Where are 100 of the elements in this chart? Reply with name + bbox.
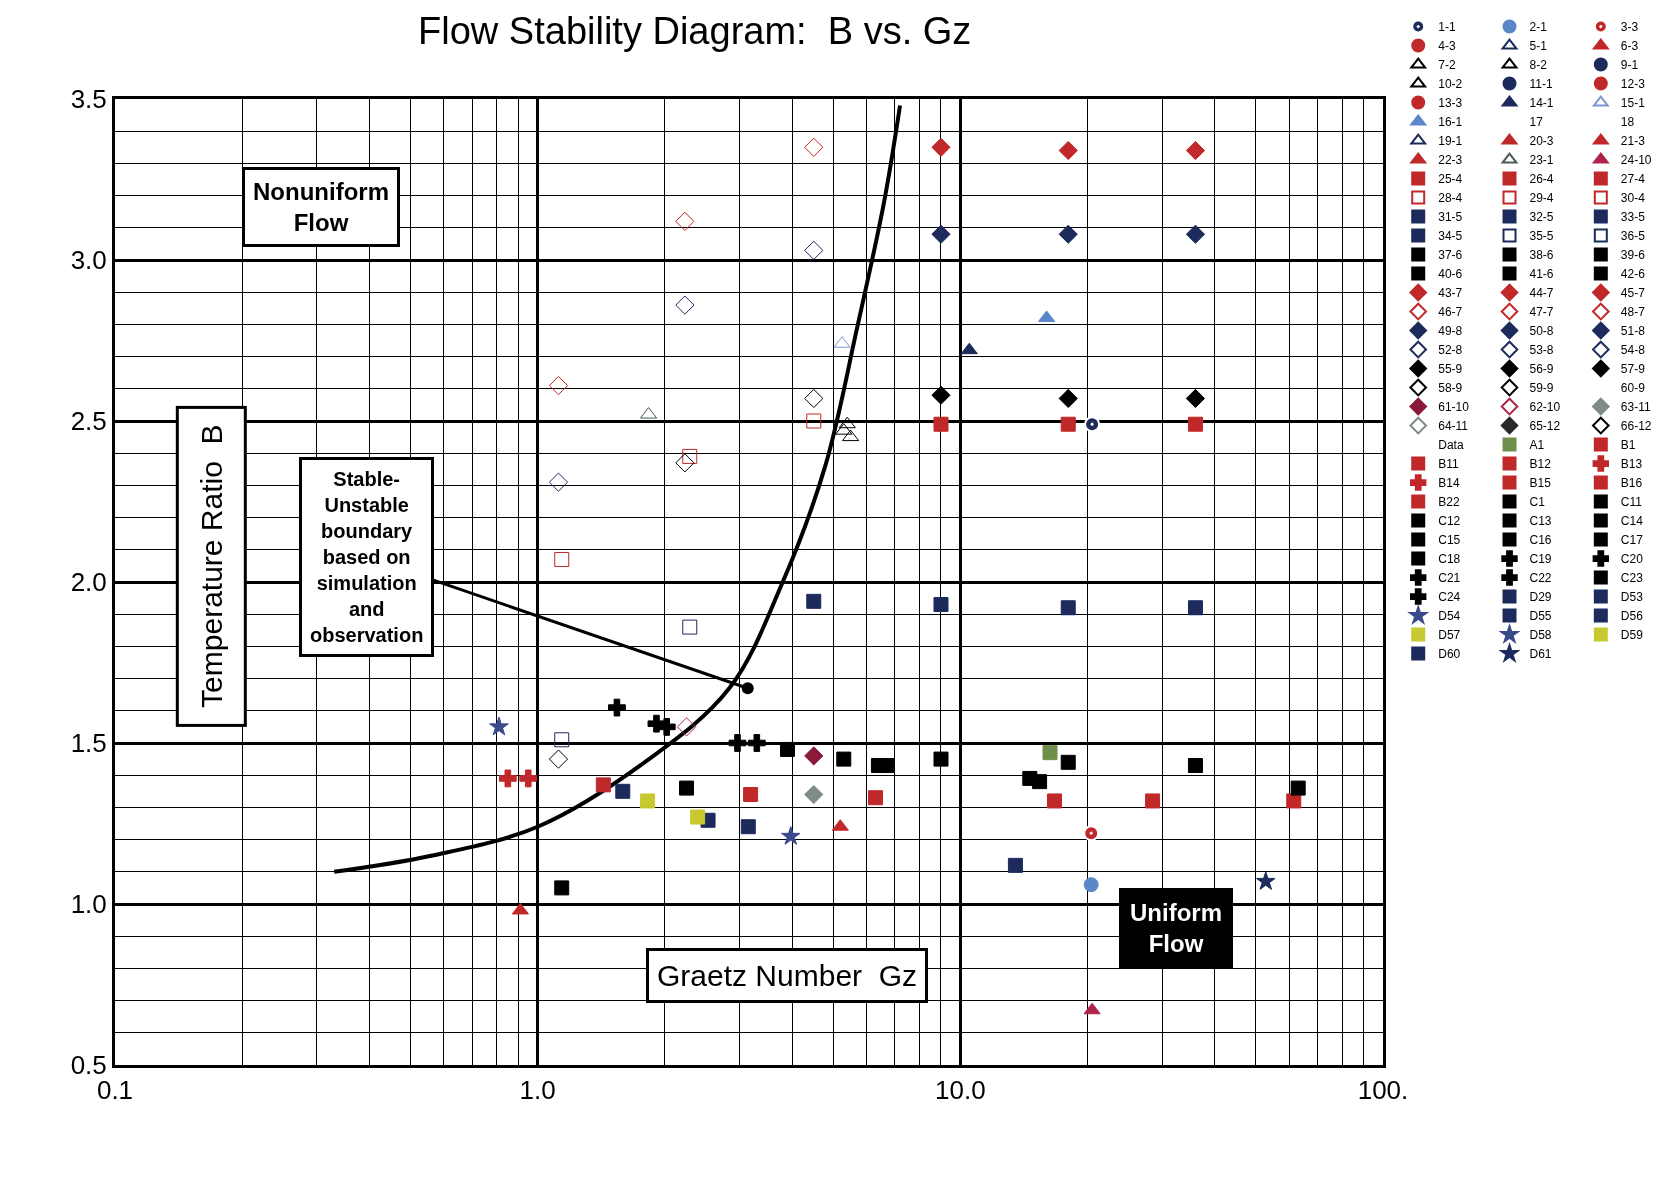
legend-label: 44-7: [1529, 286, 1554, 301]
legend-label: 28-4: [1438, 191, 1463, 206]
legend-label: 57-9: [1620, 362, 1646, 377]
legend-label: C18: [1438, 552, 1461, 567]
legend-label: B1: [1620, 438, 1636, 453]
legend-label: 51-8: [1620, 324, 1646, 339]
legend-label: C12: [1438, 514, 1461, 529]
chart-title: Flow Stability Diagram: B vs. Gz: [418, 10, 972, 53]
legend-label: 29-4: [1529, 191, 1554, 206]
legend-label: B11: [1438, 457, 1459, 472]
legend-label: 10-2: [1438, 77, 1463, 92]
legend-label: 41-6: [1529, 267, 1554, 282]
legend-label: 52-8: [1438, 343, 1463, 358]
y-tick-label: 2.5: [70, 406, 107, 437]
legend-label: 35-5: [1529, 229, 1554, 244]
y-axis-title: Temperature Ratio B: [194, 424, 228, 708]
legend-label: 7-2: [1438, 58, 1456, 73]
legend-label: 48-7: [1620, 305, 1646, 320]
legend-label: 31-5: [1438, 210, 1463, 225]
legend-label: 56-9: [1529, 362, 1554, 377]
legend-label: A1: [1529, 438, 1545, 453]
legend-label: 37-6: [1438, 248, 1463, 263]
annotation: Stable- Unstable boundary based on simulation and observation: [310, 468, 424, 646]
legend-label: C1: [1529, 495, 1546, 510]
legend-label: 14-1: [1529, 96, 1554, 111]
legend-label: B14: [1438, 476, 1460, 491]
legend-label: 66-12: [1620, 419, 1652, 434]
legend-label: C19: [1529, 552, 1552, 567]
legend-label: D61: [1529, 647, 1552, 662]
legend-label: B22: [1438, 495, 1460, 510]
legend-label: 58-9: [1438, 381, 1463, 396]
legend-label: 12-3: [1620, 77, 1646, 92]
legend-label: B13: [1620, 457, 1643, 472]
x-axis-title: Graetz Number Gz: [657, 959, 918, 992]
legend-label: D59: [1620, 628, 1644, 643]
legend-label: 11-1: [1529, 77, 1553, 92]
legend-label: 5-1: [1529, 39, 1548, 54]
legend-label: B16: [1620, 476, 1643, 491]
legend-label: 24-10: [1620, 153, 1652, 168]
legend-label: 65-12: [1529, 419, 1561, 434]
legend-label: 45-7: [1620, 286, 1646, 301]
legend-label: 40-6: [1438, 267, 1463, 282]
legend-label: 17: [1529, 115, 1544, 130]
legend-label: C11: [1620, 495, 1643, 510]
legend-label: 25-4: [1438, 172, 1463, 187]
legend-label: 26-4: [1529, 172, 1554, 187]
y-tick-label: 3.0: [70, 245, 107, 276]
legend-label: 23-1: [1529, 153, 1554, 168]
legend-label: 18: [1620, 115, 1635, 130]
legend-label: 49-8: [1438, 324, 1463, 339]
legend-label: 2-1: [1529, 20, 1548, 35]
annotation: Nonuniform Flow: [253, 178, 389, 237]
legend-label: 50-8: [1529, 324, 1554, 339]
legend-label: 53-8: [1529, 343, 1554, 358]
annotation: Uniform Flow: [1130, 899, 1222, 958]
legend-label: 60-9: [1620, 381, 1646, 396]
legend-label: 32-5: [1529, 210, 1554, 225]
legend-label: C21: [1438, 571, 1461, 586]
legend-label: 34-5: [1438, 229, 1463, 244]
legend-label: C22: [1529, 571, 1552, 586]
legend-label: D60: [1438, 647, 1461, 662]
legend-label: 55-9: [1438, 362, 1463, 377]
legend-label: C20: [1620, 552, 1644, 567]
legend-label: D29: [1529, 590, 1552, 605]
legend-label: C16: [1529, 533, 1552, 548]
legend-label: 39-6: [1620, 248, 1646, 263]
legend-label: 62-10: [1529, 400, 1561, 415]
legend-label: 9-1: [1620, 58, 1639, 73]
legend-label: 38-6: [1529, 248, 1554, 263]
legend-label: Data: [1438, 438, 1464, 453]
y-tick-label: 3.5: [70, 84, 107, 115]
legend-label: 1-1: [1438, 20, 1456, 35]
y-tick-label: 1.5: [70, 728, 107, 759]
legend-label: 6-3: [1620, 39, 1639, 54]
legend-label: C14: [1620, 514, 1644, 529]
legend-label: C17: [1620, 533, 1644, 548]
legend-label: 16-1: [1438, 115, 1463, 130]
legend-label: 47-7: [1529, 305, 1554, 320]
legend-label: 36-5: [1620, 229, 1646, 244]
x-tick-label: 100.: [1357, 1075, 1409, 1106]
y-tick-label: 1.0: [70, 889, 107, 920]
x-tick-label: 1.0: [519, 1075, 556, 1106]
legend-label: 42-6: [1620, 267, 1646, 282]
legend-label: D53: [1620, 590, 1644, 605]
legend-label: B12: [1529, 457, 1552, 472]
legend-label: D55: [1529, 609, 1552, 624]
legend-label: 46-7: [1438, 305, 1463, 320]
legend-label: C23: [1620, 571, 1644, 586]
legend-label: 63-11: [1620, 400, 1651, 415]
legend-label: 43-7: [1438, 286, 1463, 301]
legend-label: 19-1: [1438, 134, 1463, 149]
legend-label: 13-3: [1438, 96, 1463, 111]
legend-label: 22-3: [1438, 153, 1463, 168]
legend-label: 54-8: [1620, 343, 1646, 358]
y-tick-label: 2.0: [70, 567, 107, 598]
legend-label: B15: [1529, 476, 1552, 491]
legend-label: 61-10: [1438, 400, 1470, 415]
legend-label: 33-5: [1620, 210, 1646, 225]
legend-label: 30-4: [1620, 191, 1646, 206]
legend-label: C13: [1529, 514, 1552, 529]
